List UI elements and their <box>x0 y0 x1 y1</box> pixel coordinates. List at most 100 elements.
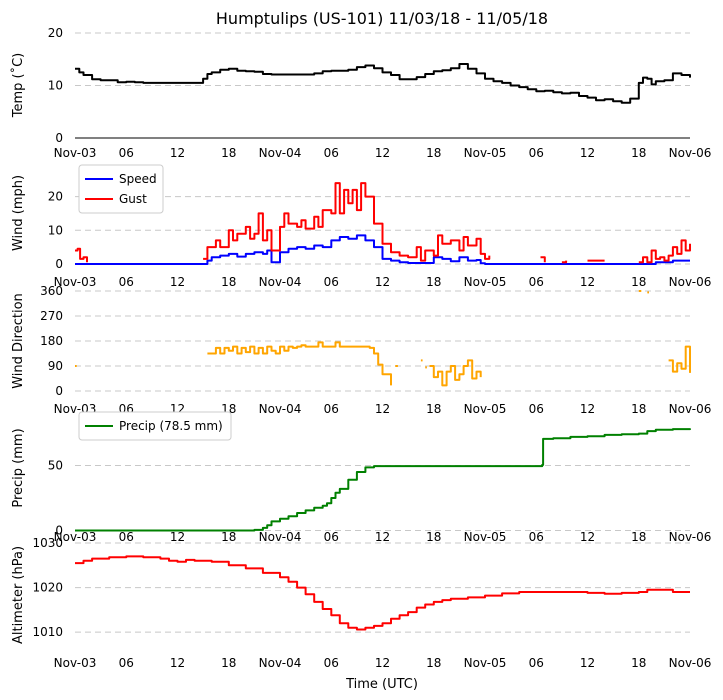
y-tick-label: 1030 <box>32 536 63 550</box>
y-tick-label: 0 <box>55 524 63 538</box>
gust-series-line <box>203 182 491 262</box>
x-tick-label: 12 <box>580 402 595 416</box>
y-tick-label: 0 <box>55 257 63 271</box>
legend <box>78 164 164 214</box>
x-tick-label: Nov-04 <box>259 146 302 160</box>
x-tick-label: Nov-04 <box>259 402 302 416</box>
speed-series-line <box>75 234 690 265</box>
x-tick-label: Nov-03 <box>54 275 97 289</box>
direction-series-line <box>429 359 482 387</box>
x-axis-label: Time (UTC) <box>345 677 418 692</box>
x-tick-label: Nov-05 <box>464 402 507 416</box>
y-tick-label: 10 <box>48 79 63 93</box>
y-tick-label: 360 <box>40 284 63 298</box>
x-tick-label: 06 <box>324 530 339 544</box>
y-axis-label: Wind (mph) <box>11 175 26 251</box>
y-tick-label: 10 <box>48 223 63 237</box>
x-tick-label: 18 <box>221 530 236 544</box>
x-tick-label: 18 <box>426 146 441 160</box>
x-tick-label: Nov-05 <box>464 275 507 289</box>
x-tick-label: Nov-04 <box>259 275 302 289</box>
x-tick-label: 12 <box>375 530 390 544</box>
y-tick-label: 180 <box>40 334 63 348</box>
x-tick-label: Nov-05 <box>464 146 507 160</box>
x-tick-label: 18 <box>221 656 236 670</box>
x-tick-label: 18 <box>631 402 646 416</box>
x-tick-label: 18 <box>426 530 441 544</box>
x-tick-label: 06 <box>529 275 544 289</box>
x-tick-label: 12 <box>375 146 390 160</box>
altimeter-series-line <box>75 555 690 631</box>
panel-4: 0 50 Nov-03 06 12 18 Nov-04 06 12 18 Nov-05 06 12 18 N… <box>11 411 712 544</box>
x-tick-label: 06 <box>529 530 544 544</box>
x-tick-label: 18 <box>631 146 646 160</box>
x-tick-label: 06 <box>119 146 134 160</box>
x-tick-label: 06 <box>529 146 544 160</box>
x-tick-label: Nov-04 <box>259 656 302 670</box>
chart-title: Humptulips (US-101) 11/03/18 - 11/05/18 <box>216 9 548 28</box>
x-tick-label: Nov-05 <box>464 530 507 544</box>
x-tick-label: Nov-03 <box>54 656 97 670</box>
x-tick-label: 18 <box>221 146 236 160</box>
y-axis-label: Precip (mm) <box>11 428 26 507</box>
x-tick-label: 06 <box>324 146 339 160</box>
x-tick-label: 12 <box>580 656 595 670</box>
y-tick-label: 20 <box>48 190 63 204</box>
y-tick-label: 270 <box>40 309 63 323</box>
x-tick-label: 12 <box>170 656 185 670</box>
x-tick-label: 12 <box>580 146 595 160</box>
x-tick-label: 06 <box>119 530 134 544</box>
x-tick-label: 12 <box>375 402 390 416</box>
direction-series-line <box>668 345 691 373</box>
legend-label: Speed <box>119 172 157 186</box>
x-tick-label: 12 <box>580 530 595 544</box>
direction-series-line <box>207 341 392 386</box>
x-tick-label: 12 <box>375 656 390 670</box>
x-tick-label: 18 <box>631 656 646 670</box>
y-tick-label: 50 <box>48 459 63 473</box>
gust-series-line <box>638 239 691 264</box>
x-tick-label: 18 <box>426 275 441 289</box>
x-tick-label: 12 <box>170 275 185 289</box>
x-tick-label: 12 <box>170 146 185 160</box>
x-tick-label: 06 <box>324 656 339 670</box>
legend <box>78 411 232 441</box>
x-tick-label: Nov-06 <box>669 402 712 416</box>
x-tick-label: 18 <box>221 275 236 289</box>
x-tick-label: 06 <box>529 656 544 670</box>
y-tick-label: 1010 <box>32 625 63 639</box>
x-tick-label: Nov-03 <box>54 530 97 544</box>
x-tick-label: 06 <box>119 656 134 670</box>
y-tick-label: 20 <box>48 26 63 40</box>
gust-series-line <box>540 256 546 263</box>
x-tick-label: Nov-06 <box>669 656 712 670</box>
panel-5: 1010 1020 1030 Nov-03 06 12 18 Nov-04 06 12 18 Nov-… <box>11 536 711 670</box>
x-tick-label: Nov-03 <box>54 146 97 160</box>
panel-2: 0 10 20 Nov-03 06 12 18 Nov-04 06 12 18 Nov-05 06 12 1… <box>11 164 712 289</box>
x-tick-label: 18 <box>631 530 646 544</box>
x-tick-label: 12 <box>580 275 595 289</box>
x-tick-label: 06 <box>324 402 339 416</box>
precip-series-line <box>75 428 691 532</box>
x-tick-label: 12 <box>170 530 185 544</box>
gust-series-line <box>561 260 568 264</box>
x-tick-label: Nov-04 <box>259 530 302 544</box>
legend-label: Gust <box>119 192 147 206</box>
temp-series-line <box>75 63 691 104</box>
x-tick-label: 18 <box>631 275 646 289</box>
x-tick-label: 06 <box>529 402 544 416</box>
x-tick-label: 18 <box>426 402 441 416</box>
y-axis-label: Wind Direction <box>11 293 26 389</box>
legend-label: Precip (78.5 mm) <box>119 419 223 433</box>
panel-1: 0 10 20 Nov-03 06 12 18 Nov-04 06 12 18 Nov-05 06 12 1… <box>10 26 711 160</box>
x-tick-label: 18 <box>426 656 441 670</box>
y-axis-label: Altimeter (hPa) <box>11 546 26 644</box>
x-tick-label: 06 <box>324 275 339 289</box>
y-axis-label: Temp (˚C) <box>10 53 26 119</box>
x-tick-label: Nov-06 <box>669 530 712 544</box>
x-tick-label: 06 <box>119 275 134 289</box>
x-tick-label: Nov-06 <box>669 275 712 289</box>
y-tick-label: 0 <box>55 131 63 145</box>
